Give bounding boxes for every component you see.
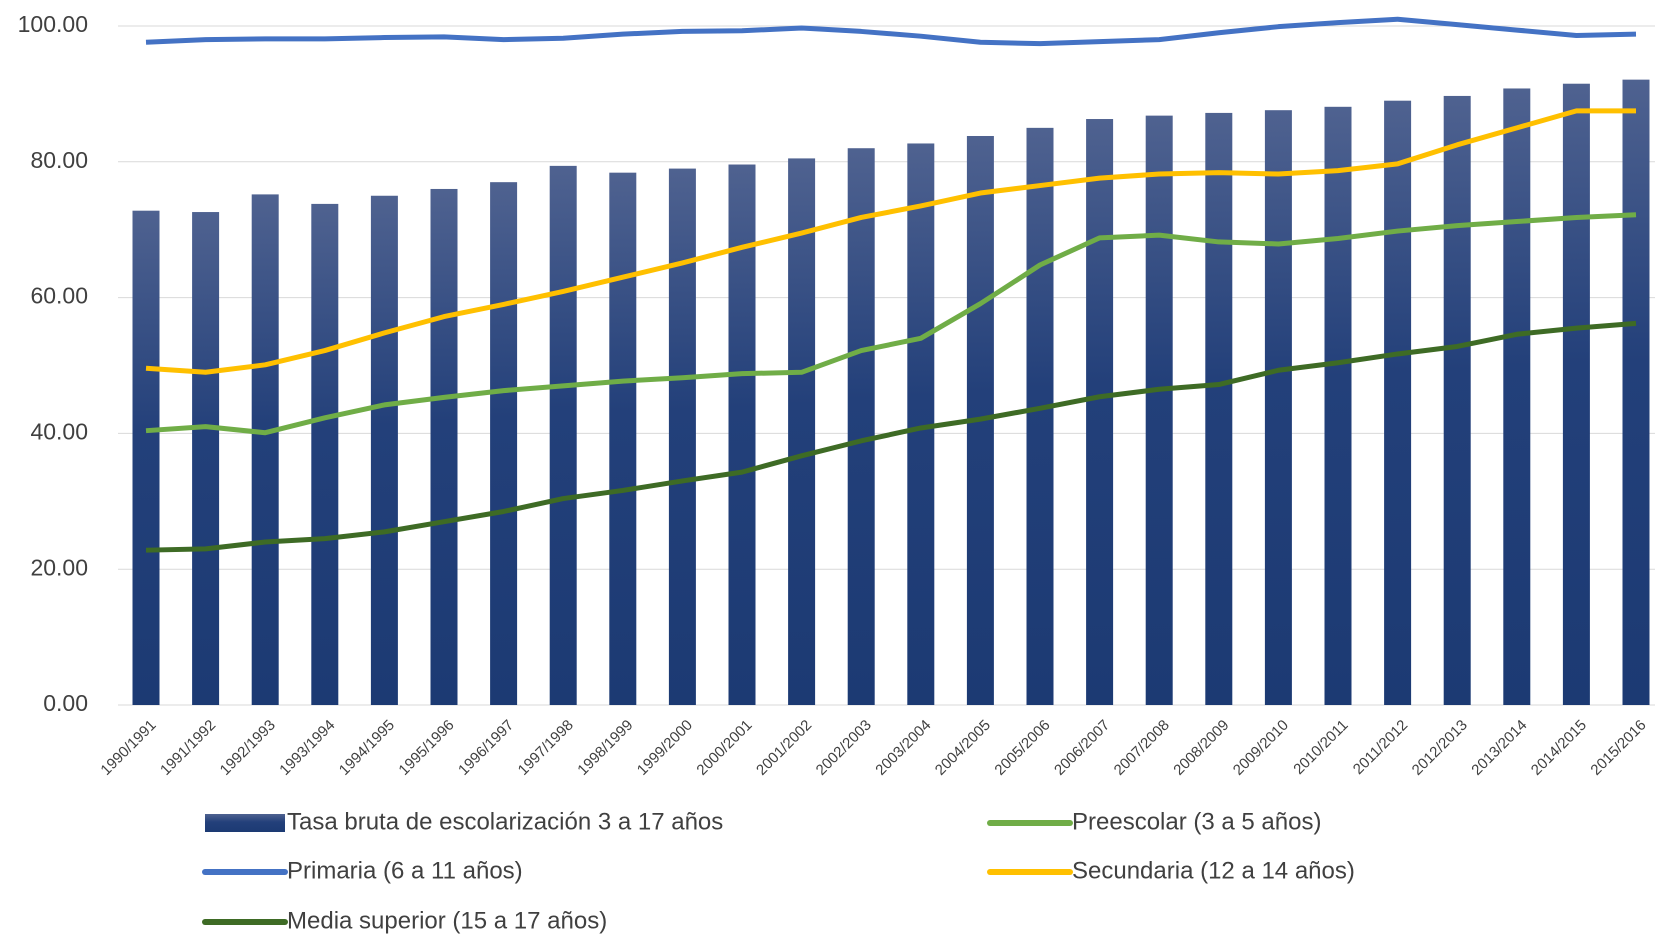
- bar: [668, 168, 696, 706]
- legend-label: Secundaria (12 a 14 años): [1072, 857, 1355, 884]
- bar: [1145, 115, 1173, 706]
- y-tick-label: 40.00: [30, 418, 88, 444]
- y-tick-label: 100.00: [18, 11, 88, 37]
- bar: [1026, 127, 1054, 706]
- legend-label: Tasa bruta de escolarización 3 a 17 años: [287, 808, 723, 835]
- bar: [192, 212, 220, 705]
- x-tick-label: 2008/2009: [1170, 717, 1232, 779]
- bar: [1503, 88, 1531, 705]
- x-tick-label: 1996/1997: [455, 717, 517, 779]
- x-tick-label: 1999/2000: [634, 717, 696, 779]
- bar: [847, 148, 875, 706]
- bar: [1205, 112, 1233, 706]
- bar: [609, 172, 637, 705]
- bar: [370, 195, 398, 705]
- bar: [1384, 100, 1412, 705]
- legend-label: Preescolar (3 a 5 años): [1072, 808, 1321, 835]
- bar: [311, 203, 339, 705]
- x-tick-label: 2006/2007: [1051, 717, 1113, 779]
- x-tick-label: 2001/2002: [753, 717, 815, 779]
- x-tick-label: 1993/1994: [276, 717, 338, 779]
- line: [145, 320, 1637, 553]
- x-tick-label: 2013/2014: [1468, 717, 1530, 779]
- x-tick-label: 2014/2015: [1528, 717, 1590, 779]
- bar: [430, 188, 458, 705]
- x-tick-label: 2015/2016: [1587, 717, 1649, 779]
- bar: [788, 158, 816, 705]
- y-tick-label: 80.00: [30, 147, 88, 173]
- y-tick-label: 0.00: [43, 690, 88, 716]
- legend-label: Media superior (15 a 17 años): [287, 907, 607, 934]
- legend-swatch: [205, 814, 285, 832]
- bar: [490, 182, 518, 706]
- bar: [251, 194, 279, 705]
- line: [145, 108, 1636, 375]
- bar: [1264, 110, 1292, 706]
- x-tick-label: 2011/2012: [1350, 717, 1411, 778]
- bar: [1622, 79, 1650, 706]
- x-tick-label: 1997/1998: [515, 717, 577, 779]
- bar: [1324, 106, 1352, 705]
- x-tick-label: 1991/1992: [157, 717, 219, 779]
- line: [145, 16, 1637, 47]
- x-tick-label: 2002/2003: [813, 717, 875, 779]
- x-tick-label: 2009/2010: [1230, 717, 1292, 779]
- x-tick-label: 2000/2001: [693, 717, 755, 779]
- x-tick-label: 1992/1993: [217, 717, 279, 779]
- line: [145, 212, 1637, 436]
- bar: [1562, 83, 1590, 706]
- bar: [1086, 119, 1114, 705]
- x-tick-label: 1995/1996: [395, 717, 457, 779]
- x-tick-label: 2005/2006: [991, 717, 1053, 779]
- x-tick-label: 1998/1999: [574, 717, 636, 779]
- x-tick-label: 2003/2004: [872, 717, 934, 779]
- bar: [549, 165, 577, 705]
- y-tick-label: 60.00: [30, 283, 88, 309]
- x-tick-label: 2007/2008: [1111, 717, 1173, 779]
- x-tick-label: 1990/1991: [97, 717, 159, 779]
- x-tick-label: 2010/2011: [1290, 717, 1351, 778]
- x-tick-label: 2004/2005: [932, 717, 994, 779]
- bar: [728, 164, 756, 706]
- x-tick-label: 2012/2013: [1409, 717, 1471, 779]
- y-tick-label: 20.00: [30, 554, 88, 580]
- x-tick-label: 1994/1995: [336, 717, 398, 779]
- bar: [1443, 95, 1471, 705]
- bar: [132, 210, 160, 706]
- legend-label: Primaria (6 a 11 años): [287, 857, 523, 884]
